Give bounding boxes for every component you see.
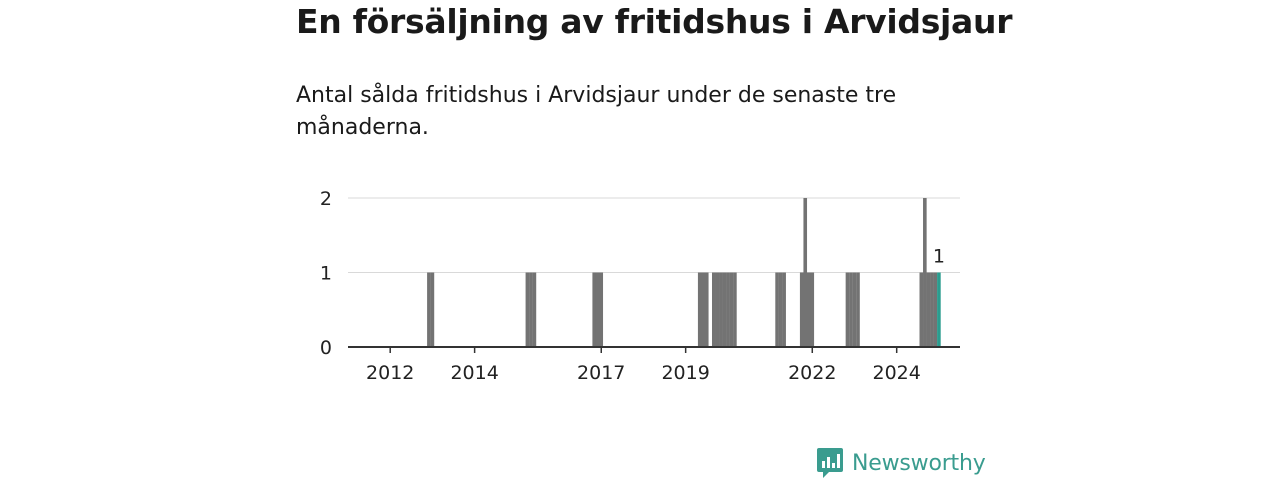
x-tick-label: 2012 bbox=[366, 362, 414, 384]
x-tick-label: 2024 bbox=[873, 362, 921, 384]
bar bbox=[926, 272, 931, 347]
bar bbox=[845, 272, 850, 347]
newsworthy-logo: Newsworthy bbox=[816, 447, 986, 479]
y-tick-label: 1 bbox=[320, 263, 332, 285]
bar bbox=[778, 272, 783, 347]
bar bbox=[919, 272, 924, 347]
bar bbox=[729, 272, 734, 347]
y-tick-label: 0 bbox=[320, 337, 332, 359]
brand-name: Newsworthy bbox=[852, 450, 986, 476]
bar bbox=[923, 198, 927, 347]
gridlines bbox=[348, 197, 960, 273]
bar bbox=[806, 272, 811, 347]
bar bbox=[849, 272, 853, 347]
bar bbox=[427, 272, 431, 347]
x-tick-label: 2017 bbox=[577, 362, 625, 384]
bar bbox=[933, 272, 938, 347]
bars bbox=[427, 198, 941, 347]
bar bbox=[722, 272, 727, 347]
bar bbox=[711, 272, 716, 347]
bar bbox=[782, 272, 786, 347]
x-axis: 2012 2014 2017 2019 2022 2024 bbox=[348, 346, 960, 384]
x-tick-label: 2022 bbox=[788, 362, 836, 384]
bar bbox=[697, 272, 702, 347]
bar bbox=[430, 272, 435, 347]
bar bbox=[701, 272, 706, 347]
bar bbox=[726, 272, 730, 347]
y-axis-ticks: 0 1 2 bbox=[320, 188, 332, 359]
bar bbox=[704, 272, 709, 347]
bar bbox=[775, 272, 779, 347]
bar bbox=[733, 272, 737, 347]
bar bbox=[719, 272, 723, 347]
newsworthy-logo-icon bbox=[817, 448, 843, 478]
data-label: 1 bbox=[933, 246, 945, 268]
bar bbox=[599, 272, 604, 347]
bar bbox=[529, 272, 533, 347]
bar bbox=[852, 272, 857, 347]
bar bbox=[715, 272, 720, 347]
bar bbox=[595, 272, 600, 347]
bar bbox=[810, 272, 815, 347]
bar bbox=[532, 272, 537, 347]
bar bbox=[592, 272, 597, 347]
chart-title: En försäljning av fritidshus i Arvidsjau… bbox=[296, 2, 1013, 41]
bar-highlight bbox=[937, 272, 941, 347]
y-tick-label: 2 bbox=[320, 188, 332, 210]
x-tick-label: 2014 bbox=[450, 362, 498, 384]
bar bbox=[525, 272, 530, 347]
bar bbox=[856, 272, 860, 347]
bar-chart: 0 1 2 2012 2014 2017 2019 2022 2024 1 bbox=[320, 188, 960, 384]
chart-subtitle: Antal sålda fritidshus i Arvidsjaur unde… bbox=[296, 83, 897, 140]
bar bbox=[930, 272, 934, 347]
bar bbox=[803, 198, 808, 347]
data-labels: 1 bbox=[933, 246, 945, 268]
bar bbox=[799, 272, 804, 347]
x-tick-label: 2019 bbox=[661, 362, 709, 384]
